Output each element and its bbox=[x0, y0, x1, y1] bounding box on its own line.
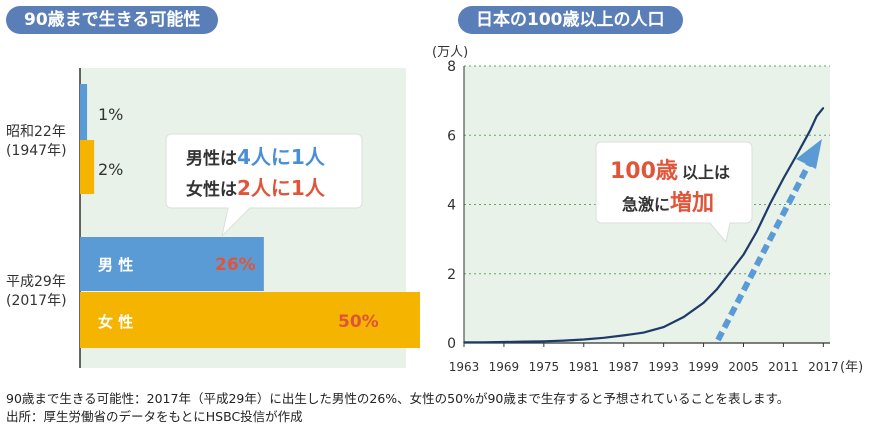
survival-bar-chart: 昭和22年 (1947年) 平成29年 (2017年) 1% 2% 男 性 女 … bbox=[6, 68, 420, 368]
bubble-increase: 増加 bbox=[670, 190, 714, 216]
svg-text:急激に増加: 急激に増加 bbox=[622, 190, 714, 216]
left-callout-bubble: 男性は4人に1人 女性は2人に1人 bbox=[165, 133, 363, 238]
y-tick-label: 2 bbox=[447, 267, 456, 283]
data-point bbox=[563, 339, 565, 342]
footnote-definition: 90歳まで生きる可能性：2017年（平成29年）に出生した男性の26%、女性の5… bbox=[6, 391, 790, 406]
bubble-male-prefix: 男性は bbox=[186, 148, 237, 169]
data-point bbox=[716, 288, 718, 291]
data-point bbox=[782, 177, 785, 180]
bar-male-series-label: 男 性 bbox=[98, 256, 133, 274]
x-tick-label: 1987 bbox=[608, 360, 639, 374]
data-point bbox=[642, 331, 645, 334]
data-point bbox=[756, 230, 758, 233]
data-point bbox=[809, 129, 811, 132]
bar-2017-female-value: 50% bbox=[338, 312, 379, 332]
y-tick-label: 8 bbox=[447, 59, 456, 75]
data-point bbox=[729, 271, 731, 273]
svg-text:女性は2人に1人: 女性は2人に1人 bbox=[186, 176, 326, 200]
right-chart-title: 日本の100歳以上の人口 bbox=[458, 6, 683, 34]
row1-label: 昭和22年 bbox=[6, 124, 66, 140]
y-tick-labels: 0 2 4 6 8 bbox=[447, 59, 456, 352]
x-tick-label: 1993 bbox=[648, 360, 679, 374]
bar-1947-female-value: 2% bbox=[98, 160, 123, 179]
data-point bbox=[503, 341, 505, 343]
data-point bbox=[822, 107, 825, 109]
trend-arrow bbox=[715, 139, 822, 342]
y-tick-label: 6 bbox=[447, 128, 456, 144]
x-tick-label: 2017 bbox=[808, 360, 839, 374]
bar-2017-male bbox=[80, 237, 264, 291]
y-axis-unit: (万人) bbox=[432, 45, 468, 60]
row2-label: 平成29年 bbox=[6, 274, 66, 290]
x-axis-unit: (年) bbox=[840, 360, 863, 375]
data-point bbox=[795, 154, 798, 156]
x-tick-label: 1999 bbox=[688, 360, 719, 374]
data-point bbox=[662, 326, 665, 328]
row1-sublabel: (1947年) bbox=[6, 143, 67, 159]
footnote-source: 出所：厚生労働省のデータをもとにHSBC投信が作成 bbox=[6, 409, 303, 424]
bubble-line1-rest: 以上は bbox=[682, 163, 730, 182]
data-point bbox=[682, 316, 685, 318]
data-point bbox=[702, 302, 705, 304]
data-point bbox=[543, 340, 545, 343]
bar-2017-female bbox=[80, 292, 420, 348]
data-point bbox=[602, 337, 605, 339]
x-tick-labels: 1963 1969 1975 1981 1987 1993 1999 2005 2011 2017 bbox=[449, 343, 839, 374]
bubble-female-prefix: 女性は bbox=[186, 179, 237, 200]
x-tick-label: 1975 bbox=[529, 360, 560, 374]
data-point bbox=[815, 115, 818, 118]
bar-1947-male bbox=[80, 84, 88, 140]
bar-1947-female bbox=[80, 140, 95, 194]
data-point bbox=[463, 341, 465, 344]
data-point bbox=[582, 338, 585, 341]
left-chart-title: 90歳まで生きる可能性 bbox=[6, 6, 219, 34]
bubble-line2-prefix: 急激に bbox=[622, 195, 670, 214]
data-point bbox=[622, 334, 625, 337]
bar-female-series-label: 女 性 bbox=[98, 313, 133, 331]
bubble-female-value: 2人に1人 bbox=[237, 176, 326, 200]
y-tick-label: 4 bbox=[447, 198, 456, 214]
bubble-100-years: 100歳 bbox=[610, 159, 678, 184]
x-tick-label: 2005 bbox=[728, 360, 759, 374]
x-tick-label: 1981 bbox=[569, 360, 600, 374]
right-callout-bubble: 100歳 以上は 急激に増加 bbox=[595, 141, 753, 244]
bar-2017-male-value: 26% bbox=[215, 255, 256, 275]
data-point bbox=[742, 253, 745, 256]
data-point bbox=[523, 340, 525, 343]
x-tick-label: 1969 bbox=[489, 360, 520, 374]
row2-sublabel: (2017年) bbox=[6, 293, 67, 309]
population-data-points bbox=[463, 107, 825, 344]
data-point bbox=[483, 341, 485, 344]
svg-text:男性は4人に1人: 男性は4人に1人 bbox=[186, 145, 326, 169]
centenarian-line-chart: (万人) 0 2 4 6 8 1963 1969 1975 1981 1987 1993 1999 2… bbox=[432, 45, 863, 375]
bar-1947-male-value: 1% bbox=[98, 105, 123, 124]
x-tick-label: 1963 bbox=[449, 360, 480, 374]
x-tick-label: 2011 bbox=[768, 360, 799, 374]
y-tick-label: 0 bbox=[447, 336, 456, 352]
bubble-male-value: 4人に1人 bbox=[237, 145, 326, 169]
data-point bbox=[769, 203, 771, 205]
